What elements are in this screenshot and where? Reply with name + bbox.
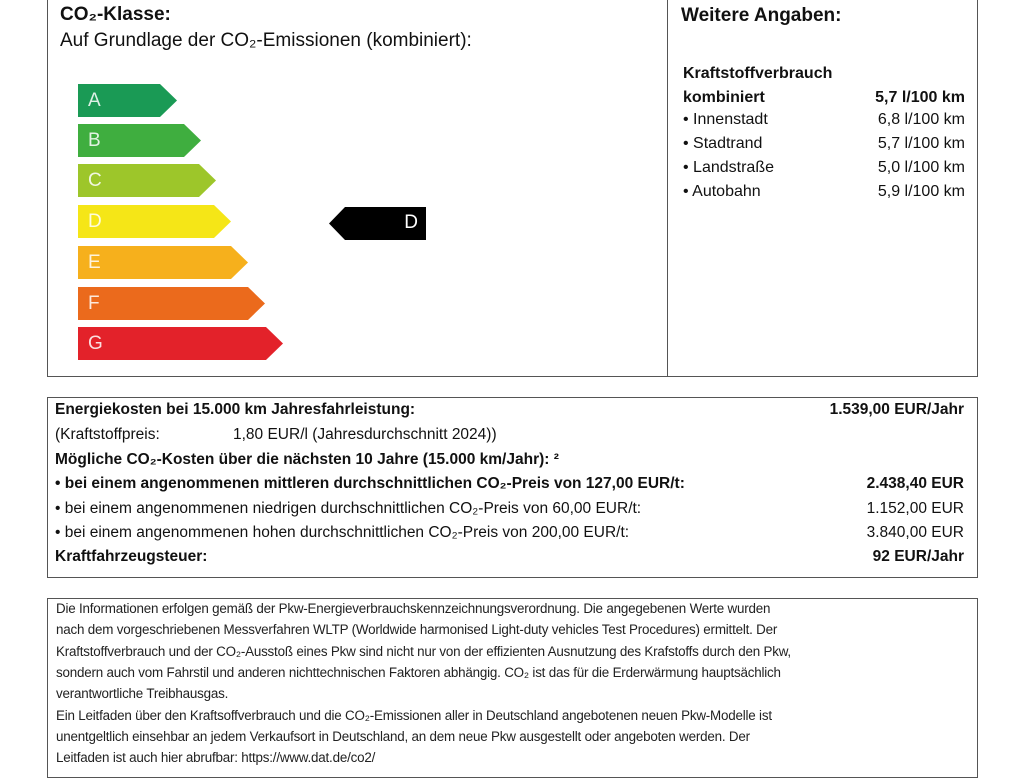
current-class-marker: D: [329, 207, 426, 240]
tax-row: Kraftfahrzeugsteuer: 92 EUR/Jahr: [55, 548, 964, 566]
footer-line: sondern auch vom Fahrstil und anderen ni…: [56, 664, 781, 680]
footer-line: Ein Leitfaden über den Kraftsoffverbrauc…: [56, 707, 772, 723]
fuel-row-value: 5,9 l/100 km: [877, 183, 965, 200]
further-info-panel: [667, 0, 978, 377]
footer-line: Die Informationen erfolgen gemäß der Pkw…: [56, 601, 771, 616]
co2-class-subtitle: Auf Grundlage der CO₂-Emissionen (kombin…: [60, 30, 472, 51]
co2-cost-heading: Mögliche CO₂-Kosten über die nächsten 10…: [55, 451, 559, 468]
fuel-row: • Innenstadt 6,8 l/100 km: [683, 111, 965, 129]
fuel-combined-label: kombiniert: [683, 89, 765, 106]
class-bar-d: D: [78, 205, 231, 238]
energy-cost-value: 1.539,00 EUR/Jahr: [829, 401, 964, 418]
class-bar-e: E: [78, 246, 248, 279]
co2-class-title: CO₂-Klasse:: [60, 4, 171, 25]
tax-label: Kraftfahrzeugsteuer:: [55, 548, 208, 565]
fuel-heading: Kraftstoffverbrauch: [683, 65, 833, 82]
current-class-label: D: [404, 212, 418, 233]
footer-line: Leitfaden ist auch hier abrufbar: https:…: [56, 750, 376, 766]
fuel-row: • Landstraße 5,0 l/100 km: [683, 159, 965, 177]
co2-scenario-label: • bei einem angenommenen mittleren durch…: [55, 475, 685, 492]
class-bar-c: C: [78, 164, 216, 197]
fuel-row-value: 5,7 l/100 km: [877, 135, 965, 152]
fuel-price-value: 1,80 EUR/l (Jahresdurchschnitt 2024)): [233, 426, 497, 443]
footer-line: unentgeltlich einsehbar an jedem Verkauf…: [56, 728, 750, 744]
costs-panel: [47, 397, 978, 578]
co2-scenario-label: • bei einem angenommenen niedrigen durch…: [55, 499, 642, 517]
class-bar-b: B: [78, 124, 201, 157]
footer-line: Kraftstoffverbrauch und der CO₂-Ausstoß …: [56, 643, 791, 659]
class-bar-g: G: [78, 327, 283, 360]
co2-scenario-row: • bei einem angenommenen mittleren durch…: [55, 475, 964, 493]
fuel-price-label: (Kraftstoffpreis:: [55, 426, 160, 443]
footer-line: nach dem vorgeschriebenen Messverfahren …: [56, 622, 778, 638]
fuel-row: • Autobahn 5,9 l/100 km: [683, 183, 965, 201]
fuel-row-label: • Autobahn: [683, 183, 761, 200]
fuel-row-label: • Innenstadt: [683, 111, 768, 128]
co2-scenario-row: • bei einem angenommenen hohen durchschn…: [55, 524, 964, 542]
co2-scenario-value: 3.840,00 EUR: [866, 524, 964, 541]
co2-scenario-label: • bei einem angenommenen hohen durchschn…: [55, 524, 630, 541]
fuel-combined-value: 5,7 l/100 km: [875, 89, 965, 106]
co2-scenario-row: • bei einem angenommenen niedrigen durch…: [55, 500, 964, 518]
fuel-row-value: 6,8 l/100 km: [877, 111, 965, 128]
fuel-combined-row: kombiniert 5,7 l/100 km: [683, 89, 965, 107]
legal-footer-panel: [47, 598, 978, 778]
energy-cost-label: Energiekosten bei 15.000 km Jahresfahrle…: [55, 401, 416, 418]
fuel-row-label: • Landstraße: [683, 159, 774, 176]
footer-line: verantwortliche Treibhausgas.: [56, 686, 229, 702]
energy-cost-row: Energiekosten bei 15.000 km Jahresfahrle…: [55, 401, 964, 419]
tax-value: 92 EUR/Jahr: [872, 548, 964, 565]
fuel-row: • Stadtrand 5,7 l/100 km: [683, 135, 965, 153]
fuel-row-label: • Stadtrand: [683, 135, 763, 152]
further-title: Weitere Angaben:: [681, 5, 842, 26]
class-bar-a: A: [78, 84, 177, 117]
class-bar-f: F: [78, 287, 265, 320]
co2-scenario-value: 2.438,40 EUR: [866, 475, 964, 492]
fuel-row-value: 5,0 l/100 km: [877, 159, 965, 176]
co2-scenario-value: 1.152,00 EUR: [866, 499, 964, 517]
